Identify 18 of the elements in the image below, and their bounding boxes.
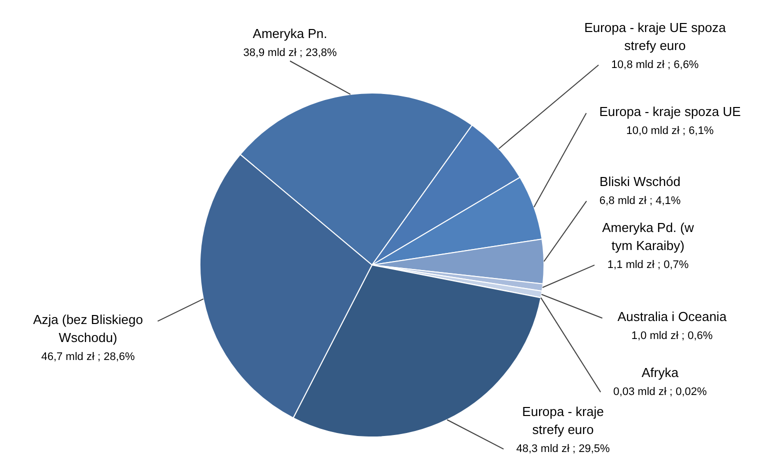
data-label: 10,8 mld zł ; 6,6% [611,59,699,71]
slice-label: Afryka [642,365,680,380]
slice-label: Australia i Oceania [617,309,728,324]
data-label: 38,9 mld zł ; 23,8% [243,47,337,59]
slice-label: Europa - kraje UE spoza strefy euro [584,20,727,53]
slice-label: Europa - kraje strefy euro [522,404,604,437]
slice-label: Ameryka Pn. [252,26,328,41]
slice-label: Bliski Wschód [600,174,680,189]
slice-label: Europa - kraje spoza UE [599,104,742,119]
data-label: 46,7 mld zł ; 28,6% [41,351,135,363]
data-label: 1,1 mld zł ; 0,7% [607,259,689,271]
data-label: 10,0 mld zł ; 6,1% [626,125,714,137]
data-label: 1,0 mld zł ; 0,6% [631,330,713,342]
data-label: 6,8 mld zł ; 4,1% [599,195,681,207]
data-label: 0,03 mld zł ; 0,02% [613,386,707,398]
data-label: 48,3 mld zł ; 29,5% [516,443,610,455]
slice-label: Azja (bez Bliskiego Wschodu) [33,312,143,345]
slice-label: Ameryka Pd. (w tym Karaiby) [602,220,694,253]
